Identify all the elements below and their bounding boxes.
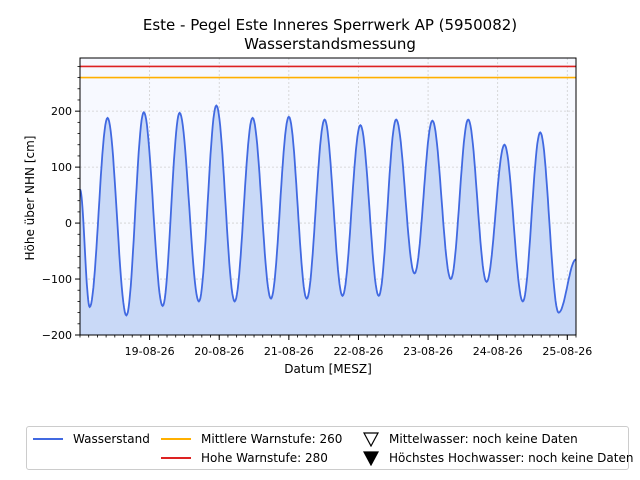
reference-lines bbox=[80, 65, 576, 79]
legend-item-hohe-warnstufe: Hohe Warnstufe: 280 bbox=[161, 450, 328, 466]
legend-label-mittlere-warnstufe: Mittlere Warnstufe: 260 bbox=[201, 432, 343, 446]
series-area bbox=[79, 104, 577, 335]
legend: Wasserstand Mittlere Warnstufe: 260 Hohe… bbox=[26, 426, 633, 470]
x-tick-label: 24-08-26 bbox=[473, 345, 523, 358]
legend-label-wasserstand: Wasserstand bbox=[73, 432, 150, 446]
y-tick-label: 200 bbox=[51, 105, 72, 118]
series-line-wasserstand bbox=[79, 104, 577, 317]
legend-label-hoechstes-hochwasser: Höchstes Hochwasser: noch keine Daten bbox=[389, 451, 634, 465]
legend-item-mittelwasser: Mittelwasser: noch keine Daten bbox=[363, 431, 578, 447]
legend-line-wasserstand bbox=[33, 438, 63, 440]
plot-frame bbox=[79, 57, 577, 336]
y-tick-label: 100 bbox=[51, 161, 72, 174]
triangle-down-filled-icon bbox=[363, 450, 379, 466]
x-tick-label: 23-08-26 bbox=[403, 345, 453, 358]
legend-item-hoechstes-hochwasser: Höchstes Hochwasser: noch keine Daten bbox=[363, 450, 633, 466]
x-tick-label: 25-08-26 bbox=[542, 345, 592, 358]
legend-item-mittlere-warnstufe: Mittlere Warnstufe: 260 bbox=[161, 431, 342, 447]
legend-line-mittlere-warnstufe bbox=[161, 438, 191, 440]
chart-subtitle: Wasserstandsmessung bbox=[244, 35, 416, 53]
legend-item-wasserstand: Wasserstand bbox=[33, 431, 150, 447]
legend-line-hohe-warnstufe bbox=[161, 457, 191, 459]
x-tick-label: 21-08-26 bbox=[264, 345, 314, 358]
x-axis-label: Datum [MESZ] bbox=[284, 362, 372, 376]
y-axis-label: Höhe über NHN [cm] bbox=[23, 136, 37, 261]
y-tick-label: 0 bbox=[65, 217, 72, 230]
x-tick-label: 22-08-26 bbox=[333, 345, 383, 358]
triangle-down-open-icon bbox=[363, 431, 379, 447]
y-tick-label: −200 bbox=[42, 329, 72, 342]
chart-title: Este - Pegel Este Inneres Sperrwerk AP (… bbox=[143, 16, 517, 34]
water-level-chart: Este - Pegel Este Inneres Sperrwerk AP (… bbox=[23, 16, 592, 376]
legend-label-mittelwasser: Mittelwasser: noch keine Daten bbox=[389, 432, 578, 446]
x-tick-label: 20-08-26 bbox=[194, 345, 244, 358]
x-tick-label: 19-08-26 bbox=[125, 345, 175, 358]
axes: −200 −100 0 100 200 19-08-26 20-08-26 21-08-26 2… bbox=[42, 57, 592, 358]
legend-label-hohe-warnstufe: Hohe Warnstufe: 280 bbox=[201, 451, 328, 465]
y-tick-label: −100 bbox=[42, 273, 72, 286]
